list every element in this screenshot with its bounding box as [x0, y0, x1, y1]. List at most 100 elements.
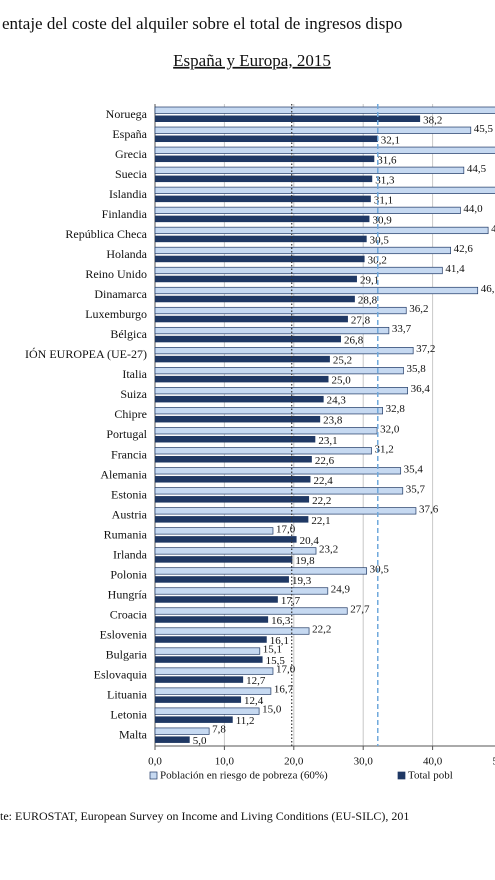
value-label: 31,6 — [377, 154, 397, 166]
bar — [155, 215, 370, 223]
legend-swatch — [149, 771, 158, 780]
legend-label: Población en riesgo de pobreza (60%) — [160, 770, 328, 782]
value-label: 15,5 — [266, 655, 286, 667]
bar — [154, 206, 461, 214]
bar — [154, 687, 272, 695]
value-label: 32,8 — [386, 403, 406, 415]
bar — [154, 487, 404, 495]
bar — [154, 106, 495, 114]
category-label: Chipre — [114, 407, 147, 421]
value-label: 44,0 — [463, 203, 483, 215]
value-label: 17,0 — [276, 523, 296, 535]
bar — [155, 676, 244, 683]
bar — [155, 576, 289, 583]
value-label: 30,5 — [370, 563, 390, 575]
bar — [154, 146, 495, 154]
bar — [154, 727, 210, 735]
value-label: 35,7 — [406, 483, 426, 495]
value-label: 16,3 — [271, 615, 291, 627]
bar — [155, 355, 330, 363]
value-label: 36,4 — [411, 383, 431, 395]
value-label: 23,8 — [323, 415, 343, 427]
category-label: Lituania — [107, 688, 148, 702]
category-label: Grecia — [115, 147, 148, 161]
bar — [155, 375, 329, 383]
category-label: Reino Unido — [85, 267, 147, 281]
bar — [154, 166, 465, 174]
category-label: Islandia — [109, 187, 148, 201]
value-label: 15,1 — [263, 644, 282, 656]
bar — [154, 627, 310, 635]
bar — [155, 696, 242, 703]
legend-swatch — [397, 771, 406, 780]
x-tick-label: 10,0 — [215, 756, 235, 768]
bar — [154, 567, 368, 575]
bar — [154, 186, 495, 194]
bar — [154, 306, 407, 315]
value-label: 22,1 — [311, 515, 330, 527]
value-label: 38,2 — [423, 114, 442, 126]
value-label: 33,7 — [392, 323, 412, 335]
category-label: República Checa — [65, 227, 147, 241]
value-label: 22,6 — [315, 455, 335, 467]
bar — [154, 286, 479, 295]
bar — [154, 547, 317, 555]
category-label: Portugal — [106, 427, 147, 441]
bar — [155, 516, 309, 523]
category-label: Letonia — [110, 708, 147, 722]
value-label: 22,2 — [312, 495, 331, 507]
value-label: 5,0 — [193, 735, 207, 747]
bar — [155, 556, 293, 563]
bar — [155, 476, 311, 483]
category-label: Croacia — [110, 608, 148, 622]
source: te: EUROSTAT, European Survey on Income … — [0, 809, 409, 823]
category-label: Finlandia — [102, 207, 148, 221]
value-label: 22,2 — [312, 624, 331, 636]
bar — [154, 246, 451, 255]
value-label: 35,4 — [404, 463, 424, 475]
bar — [155, 636, 267, 643]
bar — [155, 736, 190, 743]
bar — [154, 427, 378, 435]
category-label: Polonia — [110, 567, 147, 581]
value-label: 32,1 — [381, 134, 400, 146]
bar — [155, 415, 321, 423]
x-tick-label: 30,0 — [354, 756, 374, 768]
bar — [155, 496, 310, 503]
category-label: Dinamarca — [94, 287, 147, 301]
x-tick-label: 20,0 — [284, 756, 304, 768]
bar — [155, 255, 365, 263]
category-label: Estonia — [111, 487, 148, 501]
value-label: 31,1 — [374, 194, 393, 206]
bar — [154, 266, 443, 275]
bar — [155, 175, 373, 183]
bar — [154, 347, 414, 355]
value-label: 12,7 — [246, 675, 266, 687]
value-label: 23,1 — [318, 435, 337, 447]
category-label: Bélgica — [110, 327, 147, 341]
bar — [155, 235, 367, 243]
category-label: Austria — [112, 507, 148, 521]
value-label: 16,1 — [270, 635, 289, 647]
bar — [155, 395, 324, 403]
category-label: Luxemburgo — [85, 307, 147, 321]
bar — [155, 115, 421, 122]
value-label: 25,2 — [333, 355, 352, 367]
category-label: Eslovenia — [100, 628, 148, 642]
bar — [155, 135, 378, 143]
category-label: Suecia — [115, 167, 148, 181]
value-label: 20,4 — [300, 535, 320, 547]
category-label: Rumania — [104, 527, 148, 541]
category-label: IÓN EUROPEA (UE-27) — [25, 347, 147, 361]
bar — [155, 295, 355, 303]
bar — [155, 716, 233, 723]
legend-label: Total pobl — [408, 770, 453, 782]
value-label: 16,7 — [274, 684, 294, 696]
value-label: 35,8 — [406, 363, 426, 375]
value-label: 19,8 — [295, 555, 315, 567]
value-label: 12,4 — [244, 695, 264, 707]
value-label: 32,0 — [380, 423, 400, 435]
value-label: 48,0 — [491, 223, 495, 235]
value-label: 17,7 — [281, 595, 301, 607]
category-label: Italia — [122, 367, 147, 381]
